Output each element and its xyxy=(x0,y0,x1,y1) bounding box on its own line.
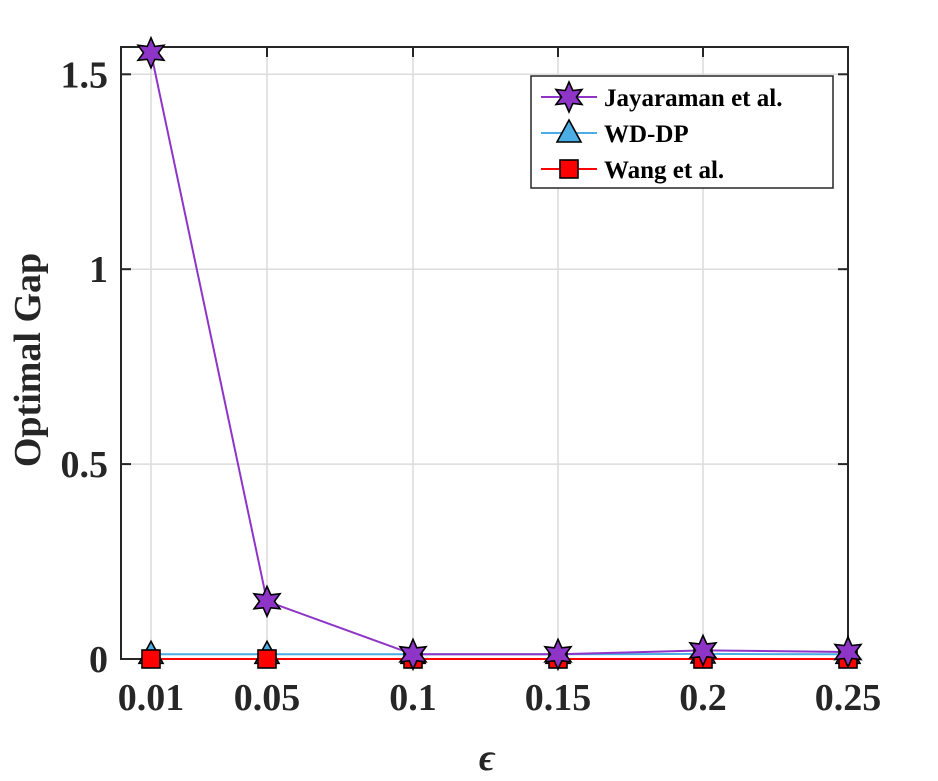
data-point-jayaraman-et-al xyxy=(136,35,166,70)
legend-label-wang-et-al: Wang et al. xyxy=(604,157,724,184)
x-tick-label: 0.1 xyxy=(389,677,437,719)
legend-marker-wd-dp xyxy=(555,118,583,143)
data-point-jayaraman-et-al xyxy=(543,637,573,672)
data-point-jayaraman-et-al xyxy=(398,637,428,672)
y-axis-label: Optimal Gap xyxy=(7,253,49,467)
legend-marker-jayaraman-et-al xyxy=(554,80,584,114)
x-tick-label: 0.15 xyxy=(525,677,592,719)
y-tick-label: 0.5 xyxy=(61,444,109,486)
x-tick-label: 0.2 xyxy=(679,677,727,719)
legend-marker-wang-et-al xyxy=(559,159,579,179)
series-group xyxy=(136,35,863,672)
data-point-jayaraman-et-al xyxy=(252,584,282,619)
y-tick-label: 1.5 xyxy=(61,54,109,96)
data-point-wang-et-al xyxy=(257,649,277,669)
legend: Jayaraman et al. WD-DP Wang et al. xyxy=(530,75,834,189)
y-tick-label: 0 xyxy=(89,639,108,681)
legend-label-wd-dp: WD-DP xyxy=(604,121,689,148)
x-tick-labels: 0.01 0.05 0.1 0.15 0.2 0.25 xyxy=(118,677,882,719)
data-point-wang-et-al xyxy=(141,649,161,669)
x-axis-label: ϵ xyxy=(479,737,496,779)
y-tick-label: 1 xyxy=(89,249,108,291)
series-line-jayaraman-et-al xyxy=(150,52,849,656)
data-point-jayaraman-et-al xyxy=(688,633,718,668)
x-tick-label: 0.01 xyxy=(118,677,185,719)
x-tick-label: 0.05 xyxy=(234,677,301,719)
legend-label-jayaraman-et-al: Jayaraman et al. xyxy=(604,85,782,112)
y-tick-labels: 0 0.5 1 1.5 xyxy=(61,54,109,681)
data-point-jayaraman-et-al xyxy=(833,635,863,669)
x-tick-label: 0.25 xyxy=(815,677,882,719)
